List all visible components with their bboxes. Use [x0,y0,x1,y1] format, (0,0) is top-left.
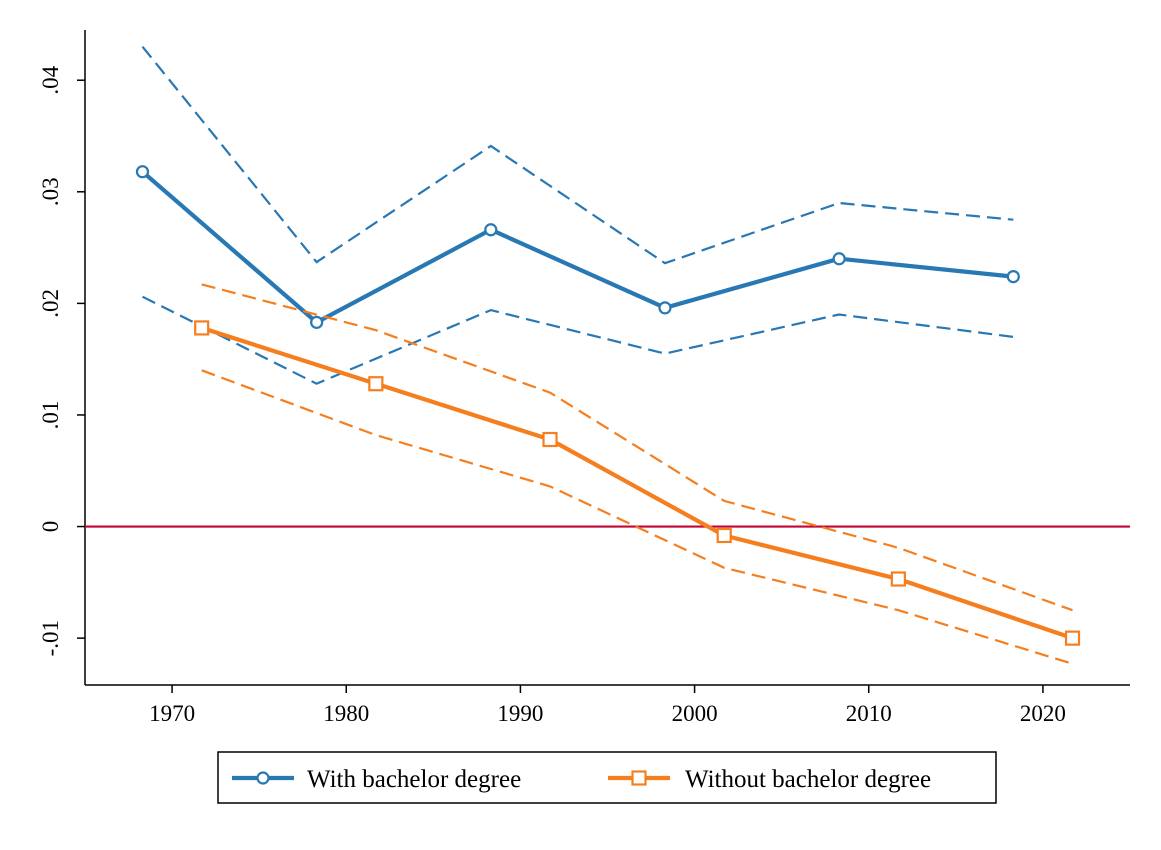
data-point [1006,270,1020,284]
legend-marker-square [631,770,647,786]
series-line [141,170,1014,325]
ci-lower-line [201,369,1073,665]
ci-upper-line [201,283,1073,612]
data-point [1064,630,1081,646]
ci-lower-line [142,295,1014,385]
y-tick-label: .03 [38,177,63,206]
series-1 [135,46,1020,385]
ci-upper-line [141,46,1014,265]
series-2 [194,283,1081,665]
legend-marker-circle [256,771,270,785]
legend-label: Without bachelor degree [685,766,931,793]
y-tick-label: .04 [38,65,63,94]
legend: With bachelor degree Without bachelor deg… [217,751,997,804]
data-point [542,431,558,448]
series-group [135,46,1081,665]
data-point [194,320,210,336]
data-point [310,315,324,329]
x-tick-label: 1990 [497,701,543,726]
legend-label: With bachelor degree [307,766,521,793]
y-tick-label: .01 [38,401,63,430]
x-tick-label: 2010 [846,701,892,726]
data-point [368,376,384,392]
data-point [658,301,672,315]
legend-box [217,751,997,804]
y-tick-label: 0 [38,521,63,533]
x-tick-label: 2000 [672,701,718,726]
series-line [201,325,1074,641]
x-tick-label: 1970 [149,701,195,726]
data-point [716,527,732,544]
y-tick-label: .02 [38,289,63,318]
x-tick-label: 2020 [1020,701,1066,726]
data-point [135,165,150,179]
y-tick-label: -.01 [38,620,63,656]
data-point [832,252,846,266]
data-point [484,223,498,237]
x-tick-label: 1980 [323,701,369,726]
axes: 1970 1980 1990 2000 2010 2020 -.01 0 .01 .02 .03 .0… [38,30,1130,726]
data-point [890,571,906,587]
